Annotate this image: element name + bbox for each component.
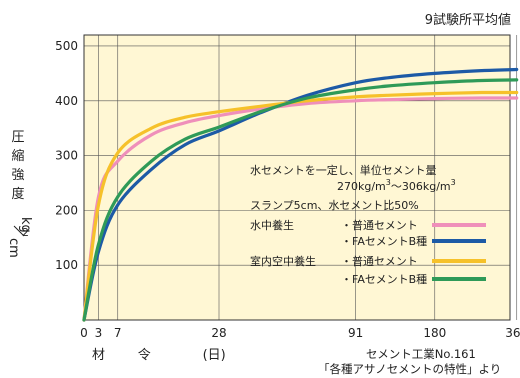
y-unit-top: kg	[18, 217, 33, 233]
series-line-1	[82, 96, 519, 322]
x-tick-label: 7	[114, 326, 122, 340]
legend-group-label: 室内空中養生	[250, 254, 316, 268]
legend-series-label: ・普通セメント	[341, 254, 418, 268]
note-line-1: 水セメントを一定し、単位セメント量	[250, 163, 437, 177]
x-axis-label-char: (日)	[203, 348, 226, 363]
x-tick-label: 3	[95, 326, 103, 340]
y-tick-labels: 100 200 300 400 500	[55, 39, 78, 272]
x-tick-label: 180	[423, 326, 446, 340]
y-tick-label: 100	[55, 258, 78, 272]
y-tick-label: 300	[55, 149, 78, 163]
y-axis-label-char: 縮	[11, 148, 24, 164]
x-tick-label: 28	[211, 326, 226, 340]
source-line-2: 「各種アサノセメントの特性」より	[318, 362, 501, 376]
series-line-4	[82, 78, 519, 322]
note-line-3: スランプ5cm、水セメント比50%	[250, 199, 419, 212]
x-axis-label: 材 令 (日)	[92, 348, 226, 363]
y-unit-exponent: 2	[22, 226, 29, 239]
y-axis-label-char: 圧	[11, 130, 24, 145]
y-tick-label: 400	[55, 94, 78, 108]
series-layer	[82, 67, 519, 322]
source-line-1: セメント工業No.161	[366, 347, 476, 361]
x-tick-label: 0	[80, 326, 88, 340]
x-tick-label: 91	[348, 326, 363, 340]
legend-series-label: ・FAセメントB種	[341, 272, 427, 286]
series-line-3	[82, 90, 519, 322]
chart-title: 9試験所平均値	[425, 12, 511, 28]
legend-group-label: 水中養生	[250, 218, 294, 232]
note-line-2: 270kg/m3～306kg/m3	[337, 178, 456, 193]
plot-frame	[83, 34, 511, 321]
y-tick-label: 200	[55, 203, 78, 217]
y-tick-label: 500	[55, 39, 78, 53]
y-axis-label-char: 度	[11, 186, 24, 202]
x-axis-label-char: 材	[92, 348, 105, 363]
x-tick-labels: 037 28 91 180 365	[80, 326, 520, 340]
x-tick-label: 365	[505, 326, 520, 340]
legend-series-label: ・FAセメントB種	[341, 234, 427, 248]
y-axis-label-char: 強	[11, 168, 24, 183]
note-block: 水セメントを一定し、単位セメント量 270kg/m3～306kg/m3 スランプ…	[250, 163, 456, 212]
y-unit-bottom: cm	[6, 238, 21, 258]
x-axis-label-char: 令	[138, 348, 151, 363]
legend-series-label: ・普通セメント	[341, 218, 418, 232]
y-unit-slash	[13, 225, 25, 237]
